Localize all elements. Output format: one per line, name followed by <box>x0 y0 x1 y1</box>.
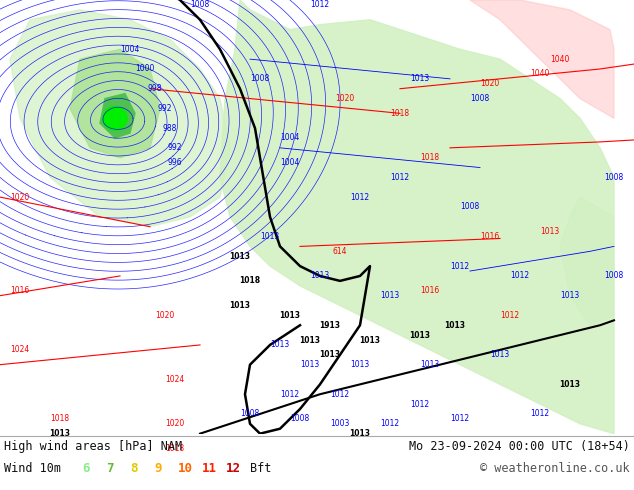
Text: 992: 992 <box>168 144 182 152</box>
Circle shape <box>103 106 127 130</box>
Text: 1013: 1013 <box>320 350 340 359</box>
Text: 1040: 1040 <box>530 70 550 78</box>
Text: Bft: Bft <box>250 462 271 475</box>
Text: 1018: 1018 <box>165 444 184 453</box>
Text: 1012: 1012 <box>351 193 370 201</box>
Text: 1013: 1013 <box>420 360 439 369</box>
Text: 1012: 1012 <box>410 399 430 409</box>
Text: 1013: 1013 <box>410 331 430 340</box>
Text: 1012: 1012 <box>330 390 349 399</box>
Text: 1040: 1040 <box>550 54 570 64</box>
Text: 8: 8 <box>130 462 138 475</box>
Text: 1020: 1020 <box>165 419 184 428</box>
Text: 1012: 1012 <box>380 419 399 428</box>
Text: 10: 10 <box>178 462 193 475</box>
Text: 1008: 1008 <box>250 74 269 83</box>
Text: 614: 614 <box>333 247 347 256</box>
Text: 1012: 1012 <box>450 415 470 423</box>
Text: 1013: 1013 <box>380 291 399 300</box>
Text: 9: 9 <box>154 462 162 475</box>
Text: 1020: 1020 <box>10 193 30 201</box>
Text: 1000: 1000 <box>135 65 155 74</box>
Text: 1016: 1016 <box>420 286 439 295</box>
Text: 1913: 1913 <box>320 321 340 330</box>
Text: 998: 998 <box>148 84 162 93</box>
Text: 12: 12 <box>226 462 241 475</box>
Text: 996: 996 <box>167 158 183 167</box>
Text: High wind areas [hPa] NAM: High wind areas [hPa] NAM <box>4 440 182 453</box>
Text: 1008: 1008 <box>604 173 624 182</box>
Text: 1008: 1008 <box>460 202 480 212</box>
Polygon shape <box>560 197 614 325</box>
Text: 1013: 1013 <box>49 429 70 438</box>
Polygon shape <box>470 0 614 118</box>
Text: 1003: 1003 <box>330 419 350 428</box>
Text: 1004: 1004 <box>120 45 139 54</box>
Text: 1020: 1020 <box>155 311 174 320</box>
Text: © weatheronline.co.uk: © weatheronline.co.uk <box>481 462 630 475</box>
Polygon shape <box>70 49 160 158</box>
Text: 1013: 1013 <box>359 336 380 344</box>
Text: 1012: 1012 <box>311 0 330 9</box>
Text: 1020: 1020 <box>335 94 354 103</box>
Text: 6: 6 <box>82 462 89 475</box>
Polygon shape <box>220 0 614 434</box>
Text: 1008: 1008 <box>290 415 309 423</box>
Text: 1004: 1004 <box>280 133 300 143</box>
Text: Wind 10m: Wind 10m <box>4 462 61 475</box>
Text: 1013: 1013 <box>349 429 370 438</box>
Text: 1018: 1018 <box>51 415 70 423</box>
Text: 988: 988 <box>163 123 177 133</box>
Text: 1012: 1012 <box>391 173 410 182</box>
Text: 1013: 1013 <box>410 74 430 83</box>
Text: 1020: 1020 <box>481 79 500 88</box>
Text: 1013: 1013 <box>230 252 250 261</box>
Text: 1013: 1013 <box>560 291 579 300</box>
Text: 1013: 1013 <box>490 350 510 359</box>
Text: 1008: 1008 <box>190 0 210 9</box>
Text: 1013: 1013 <box>261 232 280 241</box>
Text: 1013: 1013 <box>230 301 250 310</box>
Text: 1012: 1012 <box>500 311 519 320</box>
Text: 1012: 1012 <box>280 390 299 399</box>
Text: 1024: 1024 <box>10 345 30 354</box>
Text: 1013: 1013 <box>301 360 320 369</box>
Text: 1008: 1008 <box>470 94 489 103</box>
Text: 1008: 1008 <box>240 410 260 418</box>
Text: 1012: 1012 <box>450 262 470 270</box>
Text: 1013: 1013 <box>311 271 330 280</box>
Text: 1013: 1013 <box>540 227 560 236</box>
Text: 1018: 1018 <box>391 109 410 118</box>
Text: 1013: 1013 <box>299 336 321 344</box>
Text: 1013: 1013 <box>280 311 301 320</box>
Text: 7: 7 <box>106 462 113 475</box>
Text: 1013: 1013 <box>351 360 370 369</box>
Text: 1016: 1016 <box>481 232 500 241</box>
Text: 1018: 1018 <box>240 276 261 285</box>
Text: 1024: 1024 <box>165 375 184 384</box>
Text: 1008: 1008 <box>604 271 624 280</box>
Text: 1012: 1012 <box>531 410 550 418</box>
Text: 992: 992 <box>158 104 172 113</box>
Text: 1013: 1013 <box>559 380 581 389</box>
Text: 11: 11 <box>202 462 217 475</box>
Text: 1018: 1018 <box>420 153 439 162</box>
Text: 1012: 1012 <box>510 271 529 280</box>
Text: 1016: 1016 <box>10 286 30 295</box>
Text: Mo 23-09-2024 00:00 UTC (18+54): Mo 23-09-2024 00:00 UTC (18+54) <box>409 440 630 453</box>
Text: 1013: 1013 <box>444 321 465 330</box>
Text: 1004: 1004 <box>280 158 300 167</box>
Text: 1013: 1013 <box>270 341 290 349</box>
Polygon shape <box>100 94 135 138</box>
Polygon shape <box>10 10 230 227</box>
